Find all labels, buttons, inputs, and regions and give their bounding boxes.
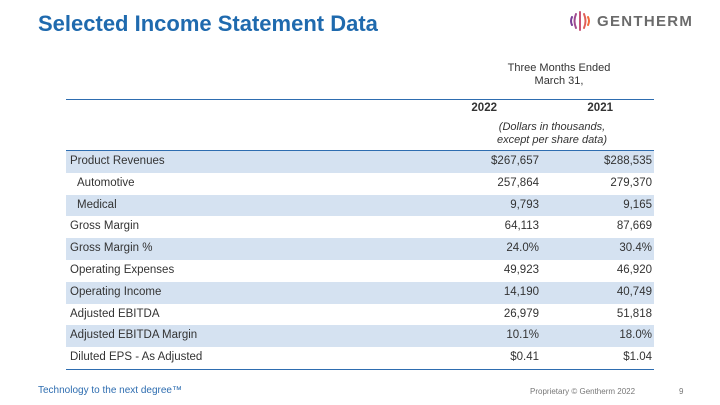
value-2021: 51,818: [616, 307, 652, 320]
value-2021: $288,535: [604, 155, 652, 167]
year-2021-header: 2021: [587, 102, 613, 114]
row-label: Automotive: [77, 176, 135, 189]
logo-wordmark: GENTHERM: [597, 12, 694, 30]
value-2022: 49,923: [503, 263, 539, 276]
table-row: Adjusted EBITDA Margin 10.1% 18.0%: [66, 325, 654, 348]
table-row: Diluted EPS - As Adjusted $0.41 $1.04: [66, 347, 654, 369]
row-label: Diluted EPS - As Adjusted: [70, 351, 203, 364]
value-2022: 64,113: [504, 220, 539, 233]
table-row: Gross Margin 64,113 87,669: [66, 216, 654, 238]
value-2022: 9,793: [510, 198, 539, 211]
value-2022: 26,979: [503, 307, 539, 320]
value-2021: 30.4%: [619, 242, 652, 255]
row-label: Adjusted EBITDA: [70, 307, 160, 320]
table-row: Operating Expenses 49,923 46,920: [66, 260, 654, 282]
table-row: Product Revenues $267,657 $288,535: [66, 151, 654, 173]
copyright-footer: Proprietary © Gentherm 2022: [530, 387, 636, 396]
value-2022: 24.0%: [506, 242, 539, 255]
units-line-1: (Dollars in thousands,: [498, 121, 606, 133]
value-2021: 18.0%: [619, 329, 652, 342]
period-line-1: Three Months Ended: [507, 62, 611, 74]
units-note: (Dollars in thousands, except per share …: [472, 121, 632, 147]
income-statement-table: Product Revenues $267,657 $288,535 Autom…: [66, 150, 654, 370]
table-row: Gross Margin % 24.0% 30.4%: [66, 238, 654, 260]
slide-title: Selected Income Statement Data: [38, 11, 378, 36]
value-2022: 257,864: [497, 176, 539, 189]
period-header: Three Months Ended March 31,: [480, 62, 638, 88]
value-2021: 87,669: [616, 220, 652, 233]
table-row: Automotive 257,864 279,370: [66, 173, 654, 195]
value-2021: 46,920: [616, 263, 652, 276]
table-row: Medical 9,793 9,165: [66, 194, 654, 217]
row-label: Medical: [77, 198, 117, 211]
row-label: Operating Expenses: [70, 263, 175, 276]
value-2022: 10.1%: [506, 329, 539, 342]
brand-tagline: Technology to the next degree™: [38, 385, 182, 396]
row-label: Product Revenues: [70, 155, 165, 167]
value-2022: $0.41: [510, 351, 539, 364]
row-label: Gross Margin %: [70, 242, 153, 255]
header-rule: [66, 99, 654, 100]
value-2021: 40,749: [616, 285, 652, 298]
table-row: Operating Income 14,190 40,749: [66, 281, 654, 304]
page-number: 9: [679, 387, 684, 396]
row-label: Adjusted EBITDA Margin: [70, 329, 198, 342]
value-2022: $267,657: [491, 155, 539, 167]
row-label: Gross Margin: [70, 220, 140, 233]
year-2022-header: 2022: [471, 102, 497, 114]
value-2021: $1.04: [623, 351, 652, 364]
value-2021: 279,370: [610, 176, 652, 189]
value-2021: 9,165: [623, 198, 652, 211]
table-row: Adjusted EBITDA 26,979 51,818: [66, 304, 654, 326]
company-logo: GENTHERM: [569, 11, 693, 31]
year-header-row: 2022 2021: [0, 102, 720, 116]
row-label: Operating Income: [70, 285, 162, 298]
gentherm-logo-icon: [570, 11, 590, 31]
units-line-2: except per share data): [496, 134, 608, 146]
value-2022: 14,190: [503, 285, 539, 298]
period-line-2: March 31,: [534, 75, 584, 87]
